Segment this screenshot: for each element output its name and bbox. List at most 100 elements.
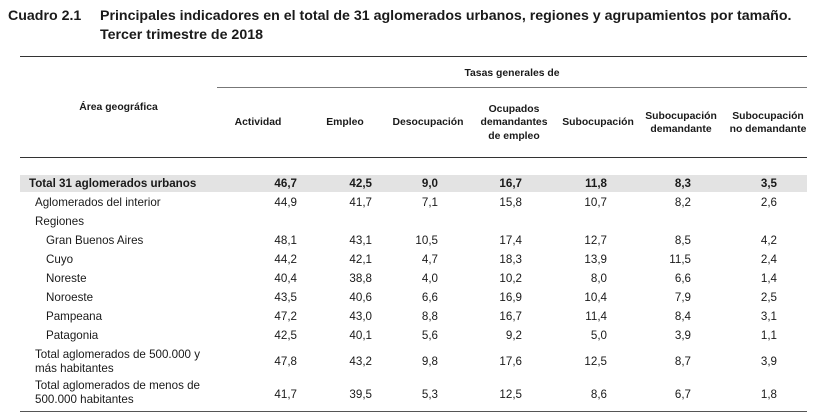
cell-desocupacion: 6,6	[421, 291, 438, 304]
row-label-line1: Total aglomerados de menos de	[35, 379, 200, 392]
cell-actividad: 47,8	[274, 355, 297, 368]
cell-actividad: 46,7	[274, 177, 297, 190]
cell-subocupacion-no-demandante: 3,5	[760, 177, 777, 190]
column-group-header: Tasas generales de	[464, 68, 560, 79]
col-header-line: Desocupación	[392, 117, 464, 129]
row-label: Regiones	[35, 215, 84, 228]
cell-subocupacion-no-demandante: 3,1	[760, 310, 777, 323]
cell-ocupados-demandantes: 16,9	[499, 291, 522, 304]
cell-subocupacion: 5,0	[590, 329, 607, 342]
cell-desocupacion: 7,1	[421, 196, 438, 209]
col-header-subocupacion-demandante: Subocupación demandante	[633, 97, 729, 149]
caption-title: Principales indicadores en el total de 3…	[100, 7, 823, 45]
cell-actividad: 48,1	[274, 234, 297, 247]
cell-subocupacion: 8,6	[590, 388, 607, 401]
row-label-line1: Total aglomerados de 500.000 y	[35, 348, 201, 361]
col-header-line: Actividad	[234, 117, 282, 129]
cell-subocupacion-no-demandante: 2,6	[760, 196, 777, 209]
cell-desocupacion: 5,6	[421, 329, 438, 342]
cell-empleo: 43,2	[349, 355, 372, 368]
cell-subocupacion-demandante: 3,9	[674, 329, 691, 342]
column-group-rule	[217, 87, 807, 88]
cell-ocupados-demandantes: 17,4	[499, 234, 522, 247]
cell-subocupacion-no-demandante: 3,9	[760, 355, 777, 368]
cell-subocupacion-demandante: 8,5	[674, 234, 691, 247]
row-label: Aglomerados del interior	[35, 196, 161, 209]
cell-desocupacion: 4,0	[421, 272, 438, 285]
cell-subocupacion: 8,0	[590, 272, 607, 285]
row-label: Total 31 aglomerados urbanos	[29, 177, 197, 190]
row-label: Cuyo	[46, 253, 74, 266]
cell-desocupacion: 9,8	[421, 355, 438, 368]
cell-subocupacion: 12,5	[584, 355, 607, 368]
col-header-line: no demandante	[729, 124, 807, 135]
col-header-line: Empleo	[326, 117, 364, 129]
cell-empleo: 41,7	[349, 196, 372, 209]
cell-subocupacion: 10,7	[584, 196, 607, 209]
col-header-subocupacion: Subocupación	[562, 97, 634, 149]
table-bottom-rule	[20, 411, 807, 412]
row-label: Total aglomerados de menos de 500.000 ha…	[35, 379, 211, 406]
caption-title-line1: Principales indicadores en el total de 3…	[100, 8, 792, 24]
area-column-header: Área geográfica	[79, 102, 158, 113]
cell-actividad: 41,7	[274, 388, 297, 401]
cell-actividad: 44,2	[274, 253, 297, 266]
cell-ocupados-demandantes: 17,6	[499, 355, 522, 368]
row-label: Patagonia	[46, 329, 99, 342]
cell-subocupacion: 12,7	[584, 234, 607, 247]
cell-subocupacion: 11,4	[585, 310, 607, 323]
cell-subocupacion-no-demandante: 2,5	[760, 291, 777, 304]
cell-ocupados-demandantes: 18,3	[499, 253, 522, 266]
cell-empleo: 43,1	[349, 234, 372, 247]
table-caption: Cuadro 2.1 Principales indicadores en el…	[8, 7, 823, 45]
cell-actividad: 47,2	[274, 310, 297, 323]
cell-actividad: 44,9	[274, 196, 297, 209]
cell-subocupacion-no-demandante: 1,4	[760, 272, 777, 285]
cell-ocupados-demandantes: 16,7	[499, 177, 522, 190]
cell-actividad: 42,5	[274, 329, 297, 342]
row-label: Pampeana	[46, 310, 103, 323]
cell-subocupacion-demandante: 8,2	[674, 196, 691, 209]
cell-empleo: 40,1	[349, 329, 372, 342]
cell-subocupacion-demandante: 8,7	[674, 355, 691, 368]
cell-subocupacion-no-demandante: 1,1	[760, 329, 777, 342]
cell-actividad: 43,5	[274, 291, 297, 304]
cell-subocupacion: 10,4	[584, 291, 607, 304]
cell-actividad: 40,4	[274, 272, 297, 285]
cell-subocupacion-demandante: 6,7	[674, 388, 691, 401]
cell-desocupacion: 8,8	[421, 310, 438, 323]
cell-empleo: 42,1	[349, 253, 372, 266]
cell-subocupacion-demandante: 8,3	[674, 177, 691, 190]
cell-subocupacion: 13,9	[584, 253, 607, 266]
cell-subocupacion-demandante: 7,9	[674, 291, 691, 304]
cell-ocupados-demandantes: 9,2	[505, 329, 522, 342]
caption-label: Cuadro 2.1	[8, 8, 82, 24]
cell-subocupacion-no-demandante: 2,4	[760, 253, 777, 266]
cell-ocupados-demandantes: 16,7	[499, 310, 522, 323]
cell-subocupacion-demandante: 8,4	[674, 310, 691, 323]
col-header-line: Subocupación	[732, 110, 804, 122]
cell-subocupacion-no-demandante: 1,8	[760, 388, 777, 401]
cell-ocupados-demandantes: 15,8	[499, 196, 522, 209]
cell-empleo: 39,5	[349, 388, 372, 401]
col-header-line: demandantes	[480, 117, 548, 129]
col-header-ocupados-demandantes: Ocupados demandantes de empleo	[465, 97, 563, 149]
col-header-subocupacion-no-demandante: Subocupación no demandante	[729, 97, 807, 149]
row-label-line2: más habitantes	[35, 361, 114, 375]
cell-ocupados-demandantes: 12,5	[499, 388, 522, 401]
col-header-empleo: Empleo	[299, 97, 391, 149]
cell-empleo: 42,5	[349, 177, 372, 190]
row-label: Noroeste	[46, 291, 94, 304]
total-row-highlight	[20, 175, 807, 192]
row-label: Total aglomerados de 500.000 y más habit…	[35, 348, 211, 375]
cell-subocupacion-no-demandante: 4,2	[760, 234, 777, 247]
col-header-line: demandante	[650, 124, 712, 135]
cell-empleo: 40,6	[349, 291, 372, 304]
cell-desocupacion: 5,3	[421, 388, 438, 401]
col-header-line: Subocupación	[645, 110, 717, 122]
cell-subocupacion-demandante: 11,5	[669, 253, 691, 266]
cell-desocupacion: 10,5	[415, 234, 438, 247]
cell-empleo: 43,0	[349, 310, 372, 323]
col-header-line: Ocupados	[488, 103, 540, 115]
cell-desocupacion: 9,0	[421, 177, 438, 190]
